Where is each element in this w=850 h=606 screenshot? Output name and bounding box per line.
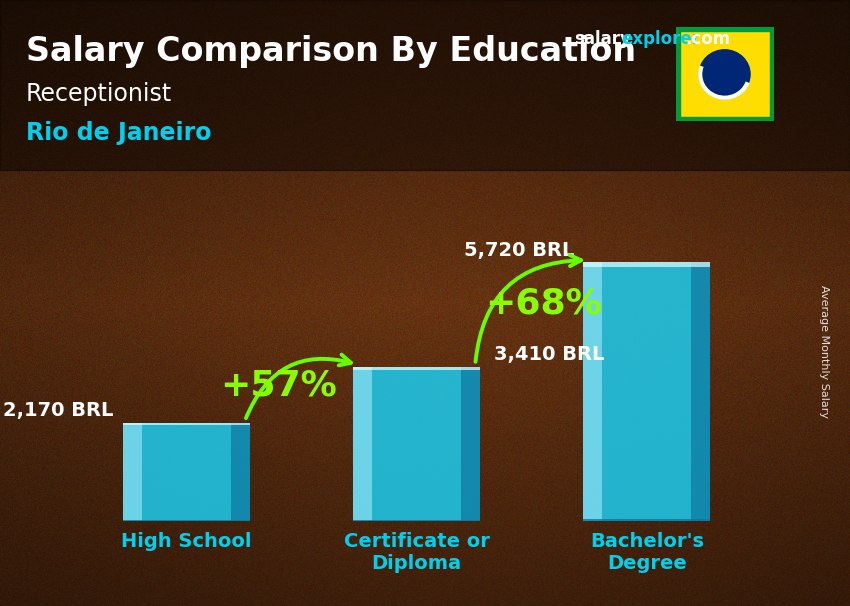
Bar <box>676 27 774 31</box>
Bar <box>583 519 710 521</box>
Text: explorer: explorer <box>621 30 700 48</box>
Bar <box>583 262 603 521</box>
Bar <box>123 423 250 521</box>
Text: Average Monthly Salary: Average Monthly Salary <box>819 285 829 418</box>
Bar <box>123 423 250 425</box>
Text: .com: .com <box>685 30 730 48</box>
Bar <box>353 520 480 521</box>
Text: salary: salary <box>574 30 631 48</box>
Bar <box>353 367 372 521</box>
Bar <box>676 118 774 121</box>
Bar <box>353 367 480 521</box>
Bar <box>353 367 480 370</box>
Bar <box>461 367 480 521</box>
Bar <box>123 423 142 521</box>
Text: Salary Comparison By Education: Salary Comparison By Education <box>26 35 636 68</box>
Text: Receptionist: Receptionist <box>26 82 172 106</box>
Bar <box>769 27 774 121</box>
Bar <box>691 262 710 521</box>
Text: 2,170 BRL: 2,170 BRL <box>3 401 114 420</box>
Text: 3,410 BRL: 3,410 BRL <box>494 345 604 364</box>
Bar <box>583 262 710 267</box>
Polygon shape <box>683 39 766 110</box>
Text: +57%: +57% <box>220 369 337 403</box>
Bar <box>676 27 680 121</box>
Bar <box>583 262 710 521</box>
Text: 5,720 BRL: 5,720 BRL <box>464 241 575 259</box>
Text: Rio de Janeiro: Rio de Janeiro <box>26 121 211 145</box>
Circle shape <box>700 50 750 99</box>
Bar <box>230 423 250 521</box>
Text: +68%: +68% <box>484 287 602 321</box>
